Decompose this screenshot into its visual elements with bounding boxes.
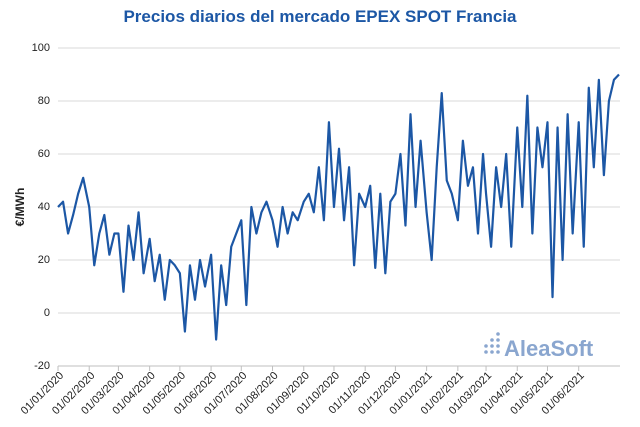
y-axis-label: €/MWh [13,188,27,227]
price-line [57,73,620,341]
watermark: AleaSoft [504,336,594,361]
y-tick-label: 20 [38,254,50,266]
y-tick-label: 60 [38,148,50,160]
chart-title: Precios diarios del mercado EPEX SPOT Fr… [123,7,517,26]
y-tick-label: 40 [38,201,50,213]
y-tick-label: 0 [44,307,50,319]
y-tick-label: 80 [38,95,50,107]
y-tick-label: -20 [34,360,50,372]
logo [484,332,500,354]
y-tick-label: 100 [32,42,50,54]
